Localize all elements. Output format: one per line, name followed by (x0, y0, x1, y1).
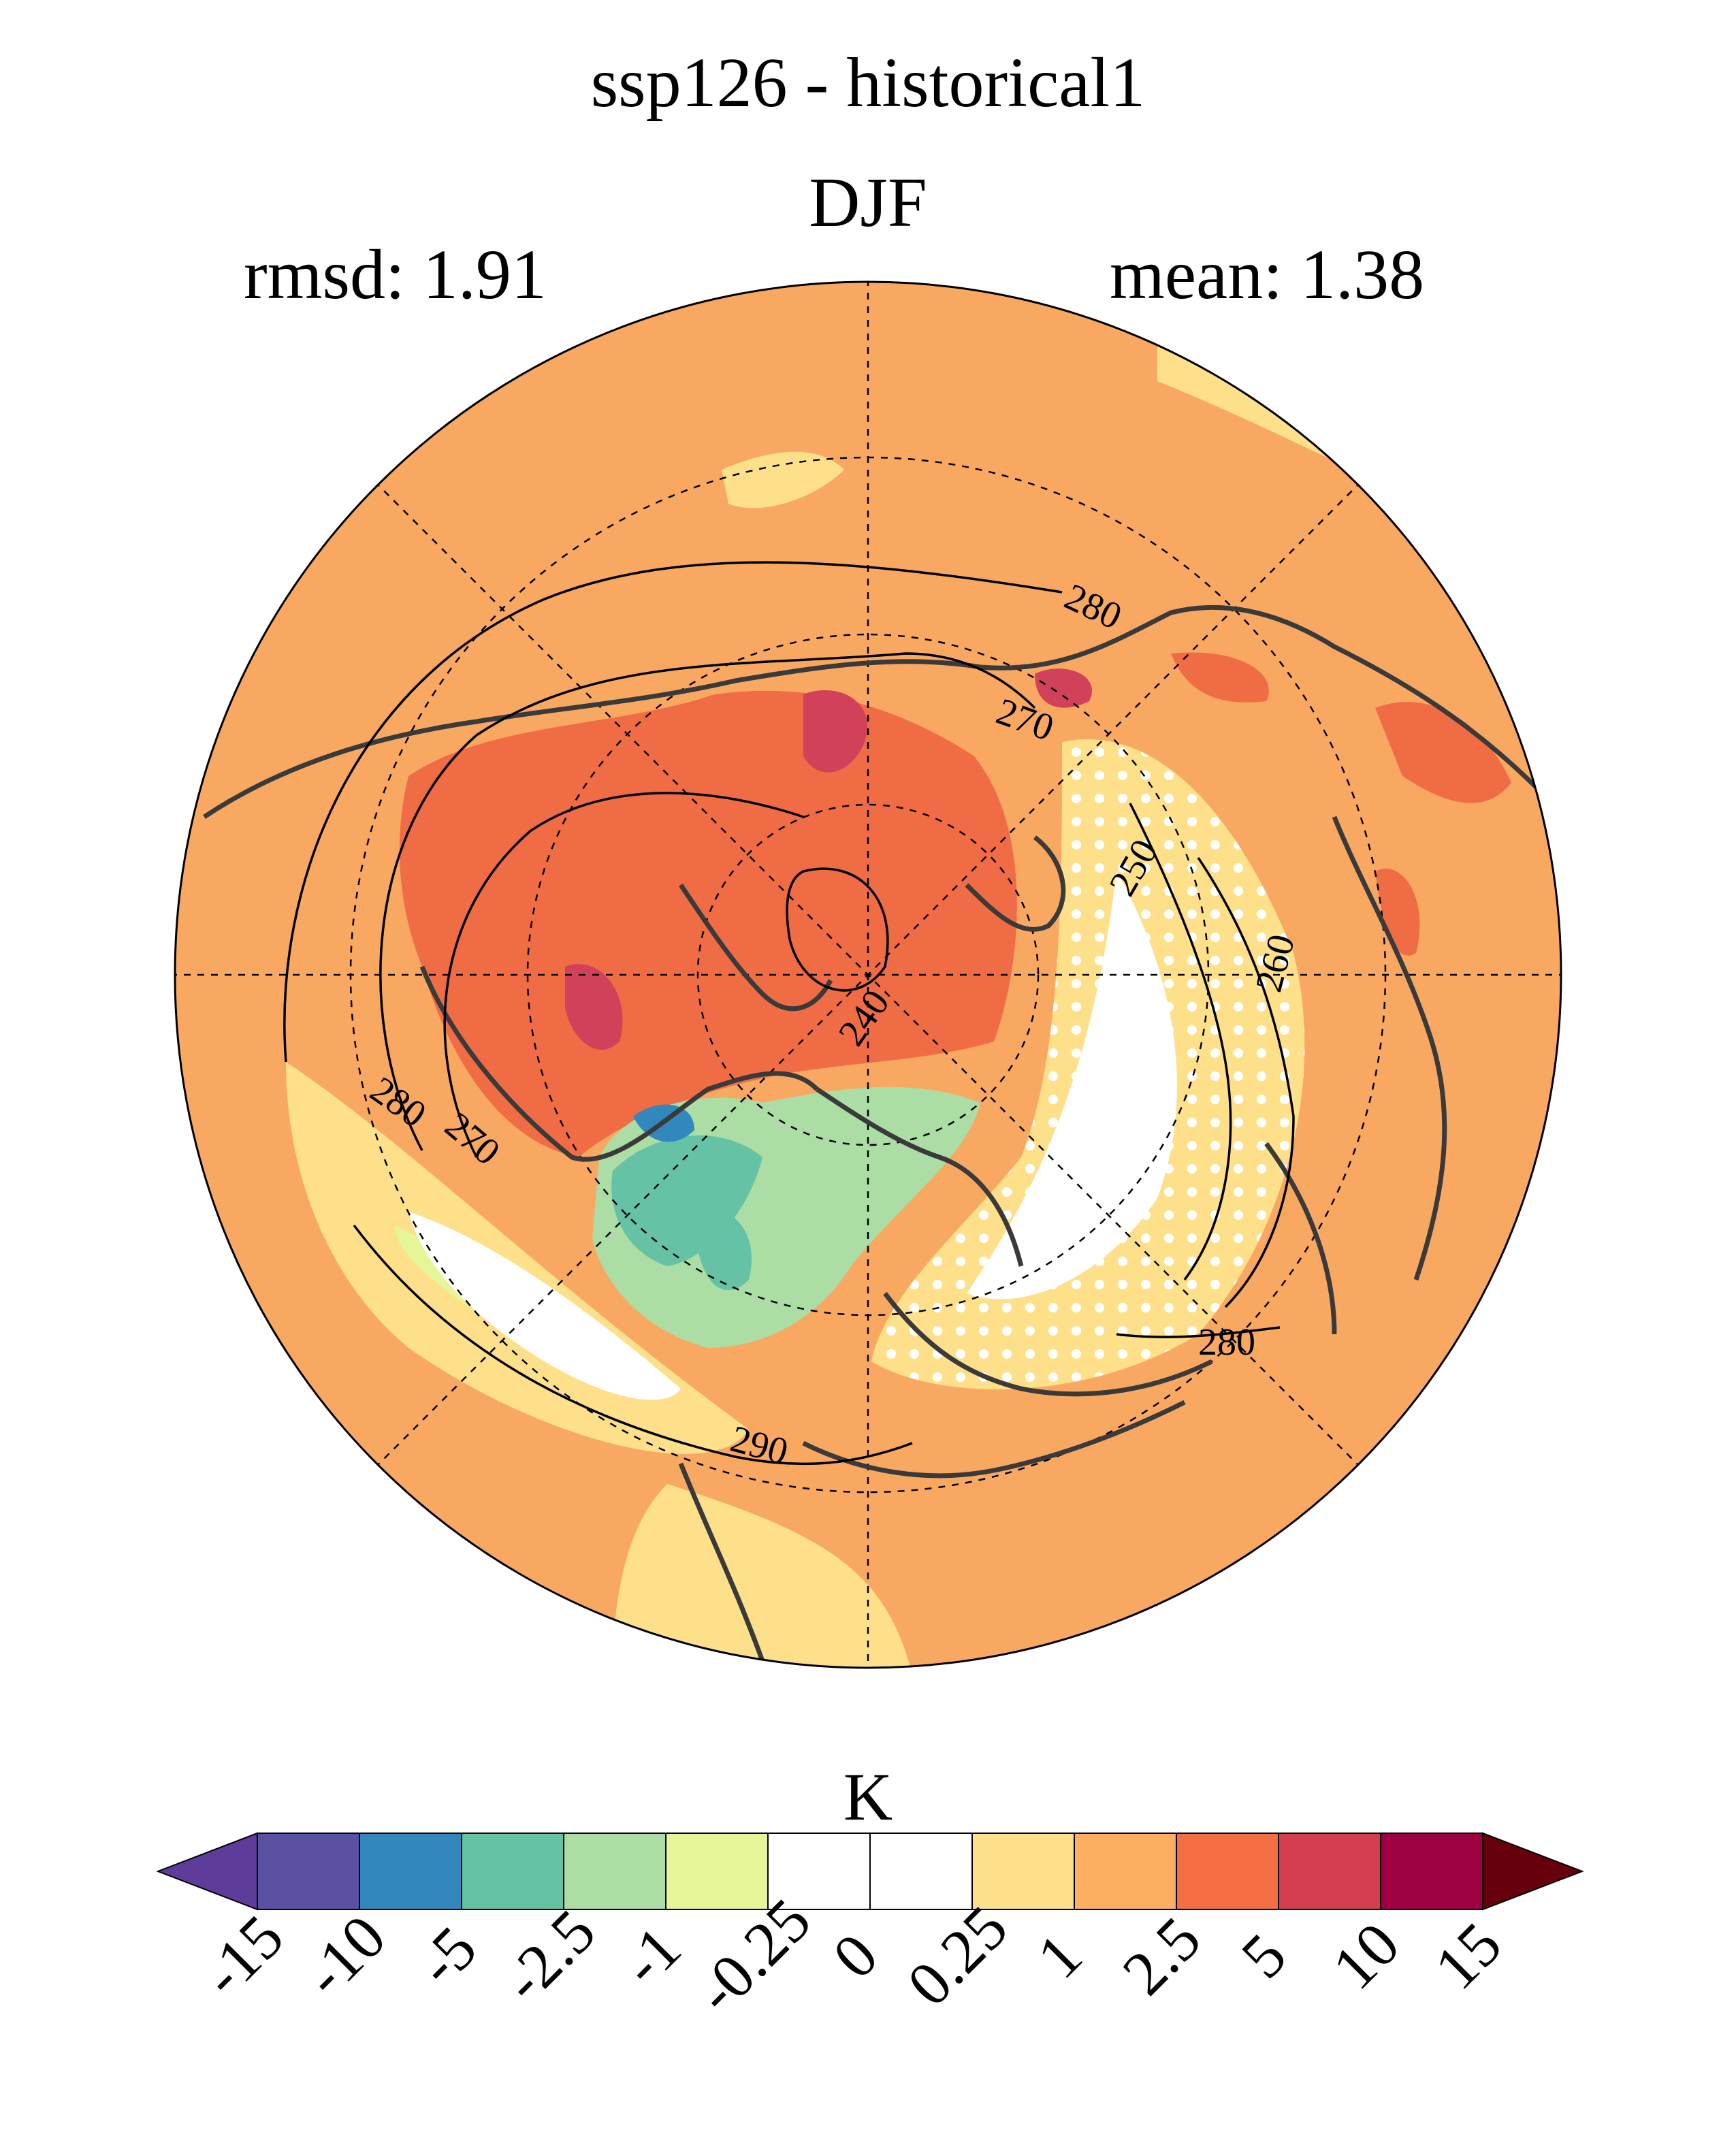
colorbar-units: K (843, 1759, 893, 1835)
graticule (175, 282, 1561, 1668)
colorbar-swatch (1074, 1833, 1177, 1910)
region-warm-max (1035, 668, 1092, 708)
colorbar-swatch (359, 1833, 462, 1910)
colorbar-tick-label: 0.25 (894, 1892, 1020, 2019)
region-warm-eurasia (1375, 869, 1420, 956)
region-neutral-atlantic (408, 1212, 681, 1400)
colorbar-tick-label: -15 (189, 1902, 297, 2010)
coastlines (203, 604, 1541, 1662)
temperature-contours (283, 561, 1295, 1466)
colorbar-swatch (1176, 1833, 1279, 1910)
rmsd-label: rmsd: 1.91 (244, 236, 547, 314)
colorbar-tick-label: -2.5 (489, 1897, 609, 2016)
colorbar-tick-label: 0 (820, 1920, 891, 1992)
colorbar-swatch (257, 1833, 360, 1910)
map-title: ssp126 - historical1 (590, 44, 1146, 122)
colorbar-tick-label: 5 (1228, 1920, 1300, 1992)
region-light-warm (613, 1484, 912, 1668)
region-warm-eurasia (1375, 702, 1511, 803)
region-warm-eurasia (1171, 652, 1269, 703)
region-neutral-east (967, 871, 1177, 1300)
mean-label: mean: 1.38 (1110, 236, 1425, 314)
region-warm-max (803, 690, 867, 773)
colorbar-swatch (971, 1833, 1075, 1910)
colorbar-tick-label: -1 (608, 1913, 694, 1999)
colorbar-swatch (665, 1833, 769, 1910)
colorbar-swatch (1278, 1833, 1381, 1910)
colorbar-tick-label: 1 (1024, 1920, 1095, 1992)
map-boundary (174, 280, 1562, 1669)
colorbar-tick-label: 10 (1319, 1909, 1412, 2002)
colorbar-extend-low (156, 1832, 258, 1911)
colorbar-swatch (563, 1833, 666, 1910)
region-cool-atlantic (694, 1208, 752, 1291)
colorbar-tick-label: 2.5 (1109, 1903, 1213, 2007)
contour-label: 280 (1198, 1321, 1255, 1363)
colorbar-swatch (767, 1833, 871, 1910)
region-light-warm (722, 451, 844, 509)
region-warm-max (565, 964, 623, 1050)
region-cool-atlantic (611, 1135, 762, 1266)
colorbar-tick-label: -10 (291, 1902, 399, 2010)
colorbar-swatch (461, 1833, 564, 1910)
colorbar-extend-high (1482, 1832, 1584, 1911)
colorbar-swatch (869, 1833, 973, 1910)
colorbar-tick-label: -5 (404, 1913, 489, 1999)
colorbar-swatch (1380, 1833, 1483, 1910)
colorbar-tick-label: 15 (1421, 1909, 1514, 2002)
season-label: DJF (809, 163, 927, 242)
map-disk: 280 270 250 260 240 280 270 280 290 (175, 282, 1561, 1668)
colorbar: -15-10 -5 -2.5 -1-0.250 0.25 1 2.5 5 10 15 (156, 1832, 1584, 2027)
